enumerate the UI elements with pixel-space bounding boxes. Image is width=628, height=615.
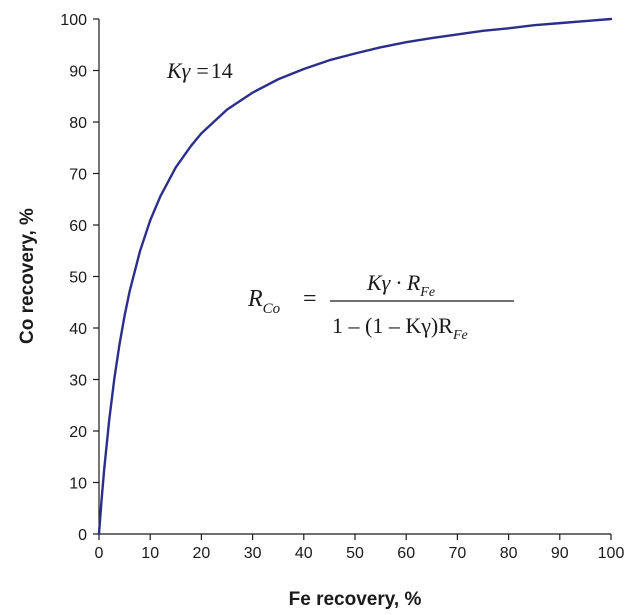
y-tick-label: 70 <box>69 167 87 184</box>
y-tick-label: 20 <box>69 424 87 441</box>
y-tick-label: 80 <box>69 115 87 132</box>
kgamma-annotation-value: 14 <box>211 58 233 83</box>
y-tick-label: 40 <box>69 321 87 338</box>
x-tick-label: 90 <box>551 545 569 562</box>
y-tick-label: 10 <box>69 476 87 493</box>
svg-text:1 – (1 – Kγ)RFe: 1 – (1 – Kγ)RFe <box>332 313 468 343</box>
kgamma-annotation-lhs: Kγ <box>166 58 192 83</box>
y-tick-label: 100 <box>60 12 87 29</box>
formula-lhs-sub: Co <box>263 301 281 317</box>
x-tick-label: 50 <box>346 545 364 562</box>
x-axis-title: Fe recovery, % <box>289 589 422 610</box>
x-tick-label: 80 <box>500 545 518 562</box>
x-tick-label: 60 <box>397 545 415 562</box>
series-group <box>97 17 613 536</box>
formula-numerator-sub: Fe <box>419 285 435 300</box>
formula-annotation: RCo = Kγ · RFe 1 – (1 – Kγ)RFe <box>247 270 514 343</box>
x-tick-label: 40 <box>295 545 313 562</box>
x-tick-label: 100 <box>598 545 625 562</box>
y-axis-title: Co recovery, % <box>17 208 38 344</box>
y-ticks: 0 10 20 30 40 50 60 70 80 90 100 <box>60 12 99 544</box>
x-tick-label: 30 <box>244 545 262 562</box>
x-tick-label: 20 <box>193 545 211 562</box>
formula-denominator-sub: Fe <box>452 328 468 343</box>
x-tick-label: 0 <box>95 545 104 562</box>
y-tick-label: 60 <box>69 218 87 235</box>
x-tick-label: 10 <box>141 545 159 562</box>
y-tick-label: 50 <box>69 270 87 287</box>
kgamma-annotation-eq: = <box>196 58 208 83</box>
y-tick-label: 30 <box>69 373 87 390</box>
formula-denominator: 1 – (1 – Kγ)R <box>332 313 453 338</box>
x-ticks: 0 10 20 30 40 50 60 70 80 90 100 <box>95 534 625 562</box>
svg-text:Kγ=14: Kγ =14 <box>166 58 233 83</box>
svg-text:RCo: RCo <box>247 286 281 317</box>
axes <box>98 19 611 535</box>
formula-equals: = <box>303 286 317 312</box>
formula-numerator: Kγ · R <box>366 270 421 295</box>
y-tick-label: 90 <box>69 64 87 81</box>
y-tick-label: 0 <box>78 527 87 544</box>
series-line-kgamma-14 <box>97 17 613 536</box>
kgamma-annotation: Kγ =14 <box>166 58 233 83</box>
formula-lhs: R <box>247 286 263 312</box>
x-tick-label: 70 <box>449 545 467 562</box>
svg-text:Kγ · RFe: Kγ · RFe <box>366 270 435 300</box>
